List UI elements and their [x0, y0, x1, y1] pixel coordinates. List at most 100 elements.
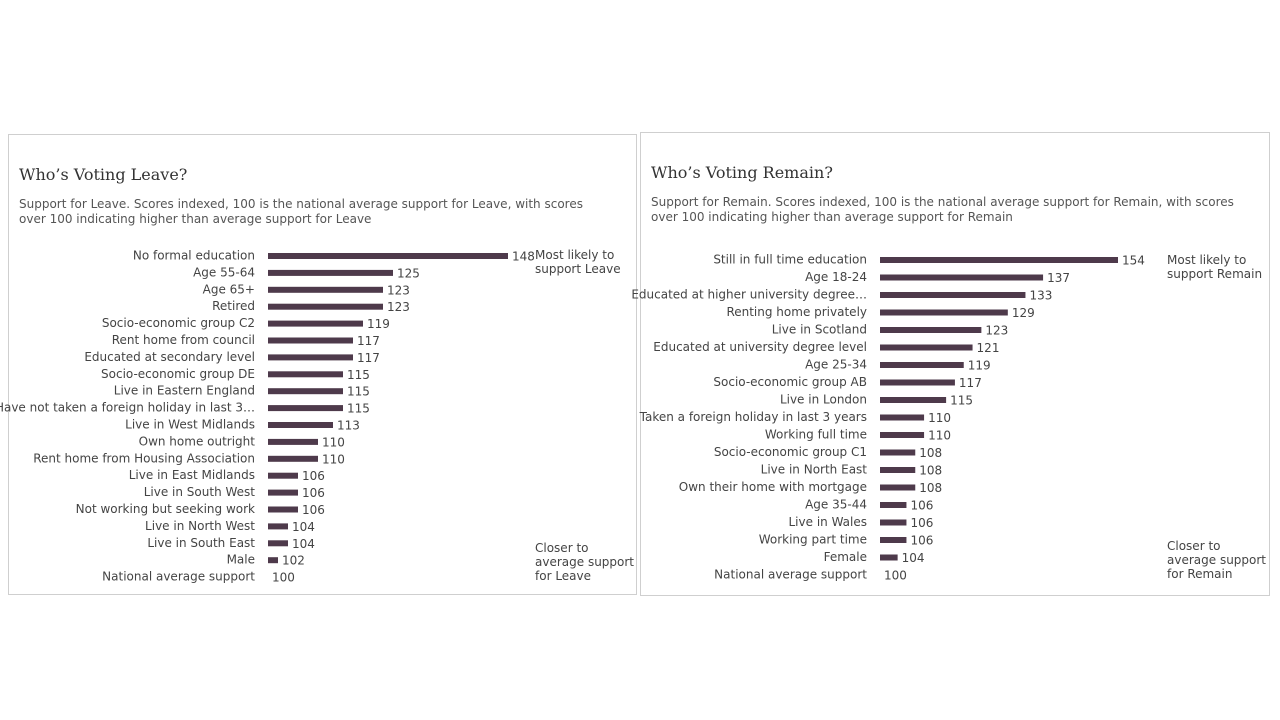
bar: [880, 554, 898, 561]
bar: [268, 303, 383, 310]
bar: [268, 354, 353, 361]
value-label: 133: [1029, 289, 1052, 303]
category-label: Retired: [212, 299, 255, 313]
value-label: 123: [985, 324, 1008, 338]
value-label: 125: [397, 266, 420, 280]
bar: [880, 432, 925, 438]
bar: [268, 455, 318, 462]
bar: [268, 523, 288, 530]
bar: [880, 379, 955, 386]
category-label: Live in North East: [761, 463, 868, 477]
annotation: Closer to average support for Remain: [1167, 539, 1267, 581]
bar: [268, 422, 333, 428]
value-label: 115: [347, 385, 370, 399]
value-label: 106: [910, 499, 933, 513]
category-label: Own their home with mortgage: [679, 480, 867, 494]
value-label: 106: [302, 486, 325, 500]
value-label: 121: [977, 341, 1000, 355]
chart-subtitle: Support for Leave. Scores indexed, 100 i…: [19, 197, 583, 226]
bar: [880, 344, 973, 351]
chart-panel: Who’s Voting Remain? Support for Remain. …: [631, 132, 1270, 596]
value-label: 108: [919, 446, 942, 460]
value-label: 108: [919, 481, 942, 495]
category-label: No formal education: [133, 249, 255, 263]
value-label: 106: [910, 516, 933, 530]
bar: [880, 292, 1026, 298]
category-label: Own home outright: [139, 434, 256, 448]
bar: [268, 472, 298, 479]
category-label: Live in South West: [144, 485, 256, 499]
bar: [268, 388, 343, 395]
category-label: Educated at secondary level: [84, 350, 255, 364]
value-label: 100: [272, 571, 295, 585]
bar: [880, 449, 916, 456]
chart-title: Who’s Voting Remain?: [651, 163, 833, 182]
bar: [880, 467, 916, 473]
category-label: Live in Eastern England: [114, 384, 255, 398]
bar: [880, 502, 907, 508]
chart-panel: Who’s Voting Leave? Support for Leave. Sc…: [0, 134, 637, 595]
bar: [268, 371, 343, 378]
bar: [880, 519, 907, 526]
category-label: Not working but seeking work: [76, 502, 255, 516]
bar: [268, 506, 298, 513]
category-label: Rent home from council: [112, 333, 255, 347]
category-label: Live in East Midlands: [129, 468, 255, 482]
bar: [880, 274, 1044, 281]
category-label: Working part time: [759, 533, 867, 547]
value-label: 115: [950, 394, 973, 408]
category-label: Live in Scotland: [772, 323, 867, 337]
value-label: 110: [322, 452, 345, 466]
value-label: 113: [337, 419, 360, 433]
category-label: Age 65+: [203, 282, 255, 296]
bar-chart: Still in full time education 154 Age 18-24…: [631, 253, 1145, 583]
bar: [880, 484, 916, 491]
annotation: Most likely to support Remain: [1167, 253, 1263, 281]
category-label: Socio-economic group DE: [101, 367, 255, 381]
value-label: 110: [928, 429, 951, 443]
value-label: 154: [1122, 254, 1145, 268]
bar: [268, 405, 343, 412]
category-label: Live in Wales: [789, 515, 868, 529]
category-label: Working full time: [765, 428, 867, 442]
value-label: 106: [910, 534, 933, 548]
category-label: Renting home privately: [726, 305, 867, 319]
value-label: 117: [357, 334, 380, 348]
category-label: Live in North West: [145, 519, 255, 533]
category-label: Rent home from Housing Association: [33, 451, 255, 465]
category-label: Age 55-64: [193, 265, 255, 279]
bar: [880, 414, 925, 421]
bar: [880, 537, 907, 543]
category-label: Educated at higher university degree…: [631, 288, 867, 302]
bar: [268, 337, 353, 344]
category-label: Socio-economic group C1: [714, 445, 867, 459]
bar: [880, 257, 1118, 263]
category-label: National average support: [714, 568, 867, 582]
bar: [880, 397, 947, 403]
category-label: Have not taken a foreign holiday in last…: [0, 401, 255, 415]
category-label: Educated at university degree level: [653, 340, 867, 354]
category-label: Age 35-44: [805, 498, 867, 512]
category-label: Age 25-34: [805, 358, 867, 372]
value-label: 104: [292, 537, 315, 551]
category-label: Female: [824, 550, 867, 564]
value-label: 117: [959, 376, 982, 390]
bar: [268, 286, 383, 293]
value-label: 110: [322, 435, 345, 449]
category-label: Live in South East: [147, 536, 255, 550]
value-label: 119: [367, 317, 390, 331]
value-label: 119: [968, 359, 991, 373]
category-label: Live in London: [780, 393, 867, 407]
chart-title: Who’s Voting Leave?: [19, 165, 188, 184]
value-label: 123: [387, 300, 410, 314]
bar: [880, 362, 964, 368]
value-label: 106: [302, 503, 325, 517]
bar: [268, 540, 288, 547]
value-label: 110: [928, 411, 951, 425]
value-label: 148: [512, 250, 535, 264]
value-label: 123: [387, 283, 410, 297]
bar-chart: No formal education 148 Age 55-64 125 Age 65…: [0, 249, 535, 585]
value-label: 117: [357, 351, 380, 365]
bar: [268, 253, 508, 259]
